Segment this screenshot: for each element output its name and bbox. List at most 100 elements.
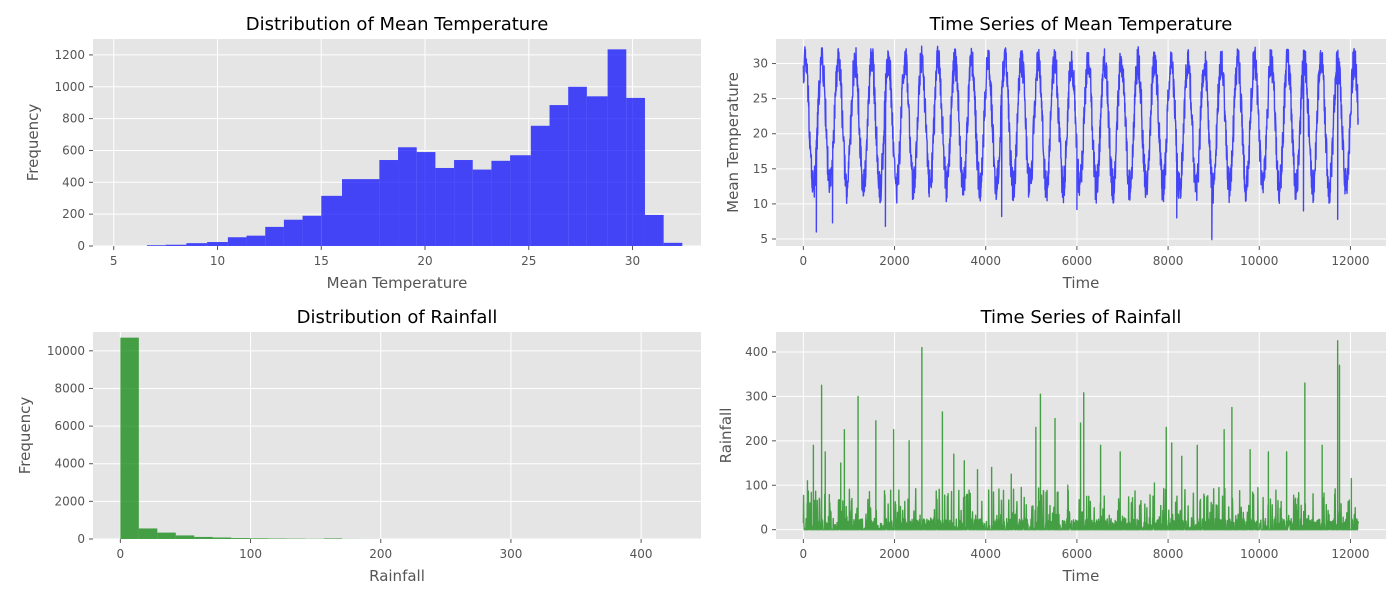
histogram-bar-24: [607, 49, 627, 246]
y-tick-label: 8000: [54, 381, 85, 395]
histogram-bar-3: [186, 243, 208, 246]
plot-background: [93, 332, 701, 539]
y-axis-label: Frequency: [16, 397, 34, 475]
histogram-bar-13: [398, 147, 417, 246]
x-tick-label: 200: [369, 547, 392, 561]
x-tick-label: 0: [800, 254, 808, 268]
x-axis-label: Time: [1062, 567, 1100, 585]
histogram-bar-15: [435, 167, 455, 246]
x-tick-label: 30: [625, 254, 640, 268]
y-tick-label: 400: [745, 345, 768, 359]
histogram-bar-9: [302, 215, 322, 246]
histogram-bar-8: [283, 219, 303, 246]
y-tick-label: 20: [753, 127, 768, 141]
x-tick-label: 12000: [1331, 254, 1369, 268]
histogram-bar-4: [175, 535, 195, 539]
y-tick-label: 800: [62, 112, 85, 126]
histogram-bar-12: [323, 538, 343, 539]
x-tick-label: 8000: [1153, 254, 1184, 268]
chart-title: Time Series of Rainfall: [980, 307, 1182, 328]
histogram-bar-6: [246, 235, 266, 246]
y-tick-label: 600: [62, 143, 85, 157]
y-tick-label: 25: [753, 92, 768, 106]
x-tick-label: 15: [314, 254, 329, 268]
x-axis-label: Mean Temperature: [327, 274, 468, 292]
histogram-bar-17: [472, 169, 492, 246]
histogram-bar-8: [249, 538, 269, 539]
chart-panel-4: 0 2000 4000 6000 8000 10000 12000 0 100 200 300 400…: [717, 307, 1386, 585]
histogram-bar-1: [146, 245, 166, 246]
x-tick-label: 20: [417, 254, 432, 268]
y-tick-label: 4000: [54, 457, 85, 471]
chart-title: Time Series of Mean Temperature: [929, 14, 1233, 35]
series-line: [802, 45, 1359, 241]
y-tick-label: 200: [745, 434, 768, 448]
data-marks: [146, 49, 683, 246]
x-tick-label: 12000: [1331, 547, 1369, 561]
data-marks: [120, 337, 380, 539]
x-tick-label: 10: [210, 254, 225, 268]
y-tick-label: 300: [745, 389, 768, 403]
histogram-bar-21: [549, 105, 569, 246]
data-marks: [802, 45, 1359, 241]
histogram-bar-6: [212, 537, 232, 539]
chart-title: Distribution of Rainfall: [297, 307, 498, 328]
histogram-bar-12: [379, 160, 399, 246]
y-axis-label: Mean Temperature: [724, 72, 742, 213]
plot-background: [776, 39, 1386, 246]
x-tick-label: 4000: [970, 254, 1001, 268]
data-marks: [802, 340, 1359, 531]
x-tick-label: 2000: [879, 547, 910, 561]
y-tick-label: 1000: [54, 80, 85, 94]
y-tick-label: 0: [77, 532, 85, 546]
chart-panel-1: 5 10 15 20 25 30 0 200 400 600 800 1000 1200 Distribu…: [24, 14, 701, 292]
histogram-bar-2: [138, 528, 158, 539]
histogram-bar-27: [663, 242, 683, 246]
x-tick-label: 2000: [879, 254, 910, 268]
x-tick-label: 25: [521, 254, 536, 268]
chart-panel-2: 0 2000 4000 6000 8000 10000 12000 5 10 15 20 25 30 Ti…: [724, 14, 1386, 292]
histogram-bar-14: [416, 152, 436, 246]
histogram-bar-19: [510, 155, 531, 246]
x-axis-label: Rainfall: [369, 567, 425, 585]
y-tick-label: 2000: [54, 494, 85, 508]
y-tick-label: 10: [753, 197, 768, 211]
histogram-bar-5: [227, 237, 247, 246]
histogram-bar-16: [454, 160, 473, 246]
histogram-bar-22: [568, 86, 587, 246]
y-tick-label: 5: [760, 232, 768, 246]
x-tick-label: 6000: [1062, 547, 1093, 561]
chart-title: Distribution of Mean Temperature: [246, 14, 549, 35]
x-tick-label: 0: [800, 547, 808, 561]
x-tick-label: 4000: [970, 547, 1001, 561]
x-tick-label: 8000: [1153, 547, 1184, 561]
histogram-bar-26: [644, 214, 664, 246]
x-tick-label: 0: [117, 547, 125, 561]
y-tick-label: 200: [62, 207, 85, 221]
y-tick-label: 400: [62, 175, 85, 189]
x-tick-label: 10000: [1240, 254, 1278, 268]
histogram-bar-1: [120, 337, 139, 539]
y-tick-label: 100: [745, 478, 768, 492]
y-axis-label: Frequency: [24, 104, 42, 182]
histogram-bar-7: [231, 538, 250, 539]
chart-panel-3: 0 100 200 300 4000200040006000800010000Distr…: [16, 307, 701, 585]
x-tick-label: 400: [630, 547, 653, 561]
histogram-bar-10: [321, 195, 343, 246]
x-tick-label: 10000: [1240, 547, 1278, 561]
histogram-bar-2: [165, 244, 187, 246]
histogram-bar-5: [194, 536, 213, 539]
x-tick-label: 6000: [1062, 254, 1093, 268]
histogram-bar-23: [586, 96, 608, 246]
histogram-bar-25: [626, 97, 645, 246]
histogram-bar-18: [491, 160, 511, 246]
y-tick-label: 30: [753, 57, 768, 71]
y-axis-label: Rainfall: [717, 408, 735, 464]
y-tick-label: 0: [760, 523, 768, 537]
y-tick-label: 15: [753, 162, 768, 176]
series-line: [802, 340, 1359, 531]
y-tick-label: 6000: [54, 419, 85, 433]
histogram-bar-11: [342, 179, 380, 246]
histogram-bar-20: [530, 125, 550, 246]
